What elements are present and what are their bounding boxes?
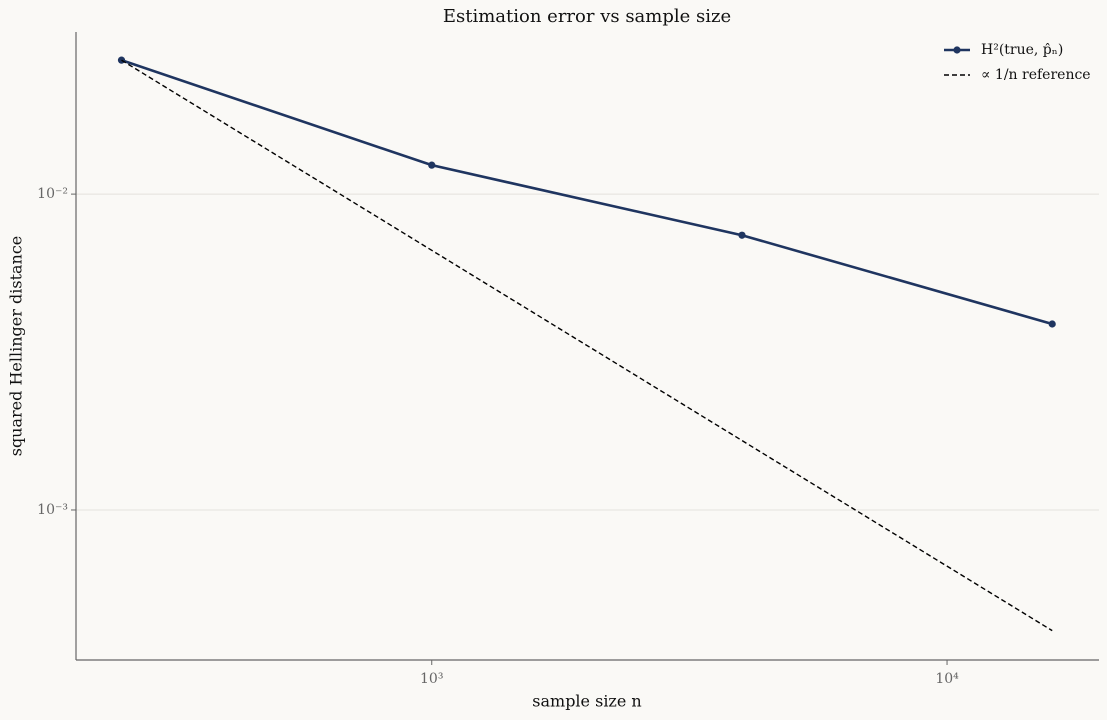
legend-label: H²(true, p̂ₙ)	[981, 42, 1063, 58]
series-marker	[738, 231, 746, 239]
y-axis-label: squared Hellinger distance	[7, 236, 26, 457]
legend-marker	[953, 46, 961, 54]
x-tick-label: 10⁴	[935, 671, 959, 687]
y-tick-label: 10⁻³	[37, 502, 68, 518]
y-tick-label: 10⁻²	[37, 186, 68, 202]
legend-label: ∝ 1/n reference	[981, 67, 1091, 83]
series-line	[121, 59, 1053, 632]
series-line	[121, 58, 1053, 326]
x-tick-label: 10³	[420, 671, 443, 687]
series-marker	[428, 161, 436, 169]
x-axis-label: sample size n	[532, 692, 641, 711]
chart-title: Estimation error vs sample size	[443, 6, 731, 27]
series-marker	[1048, 320, 1056, 328]
